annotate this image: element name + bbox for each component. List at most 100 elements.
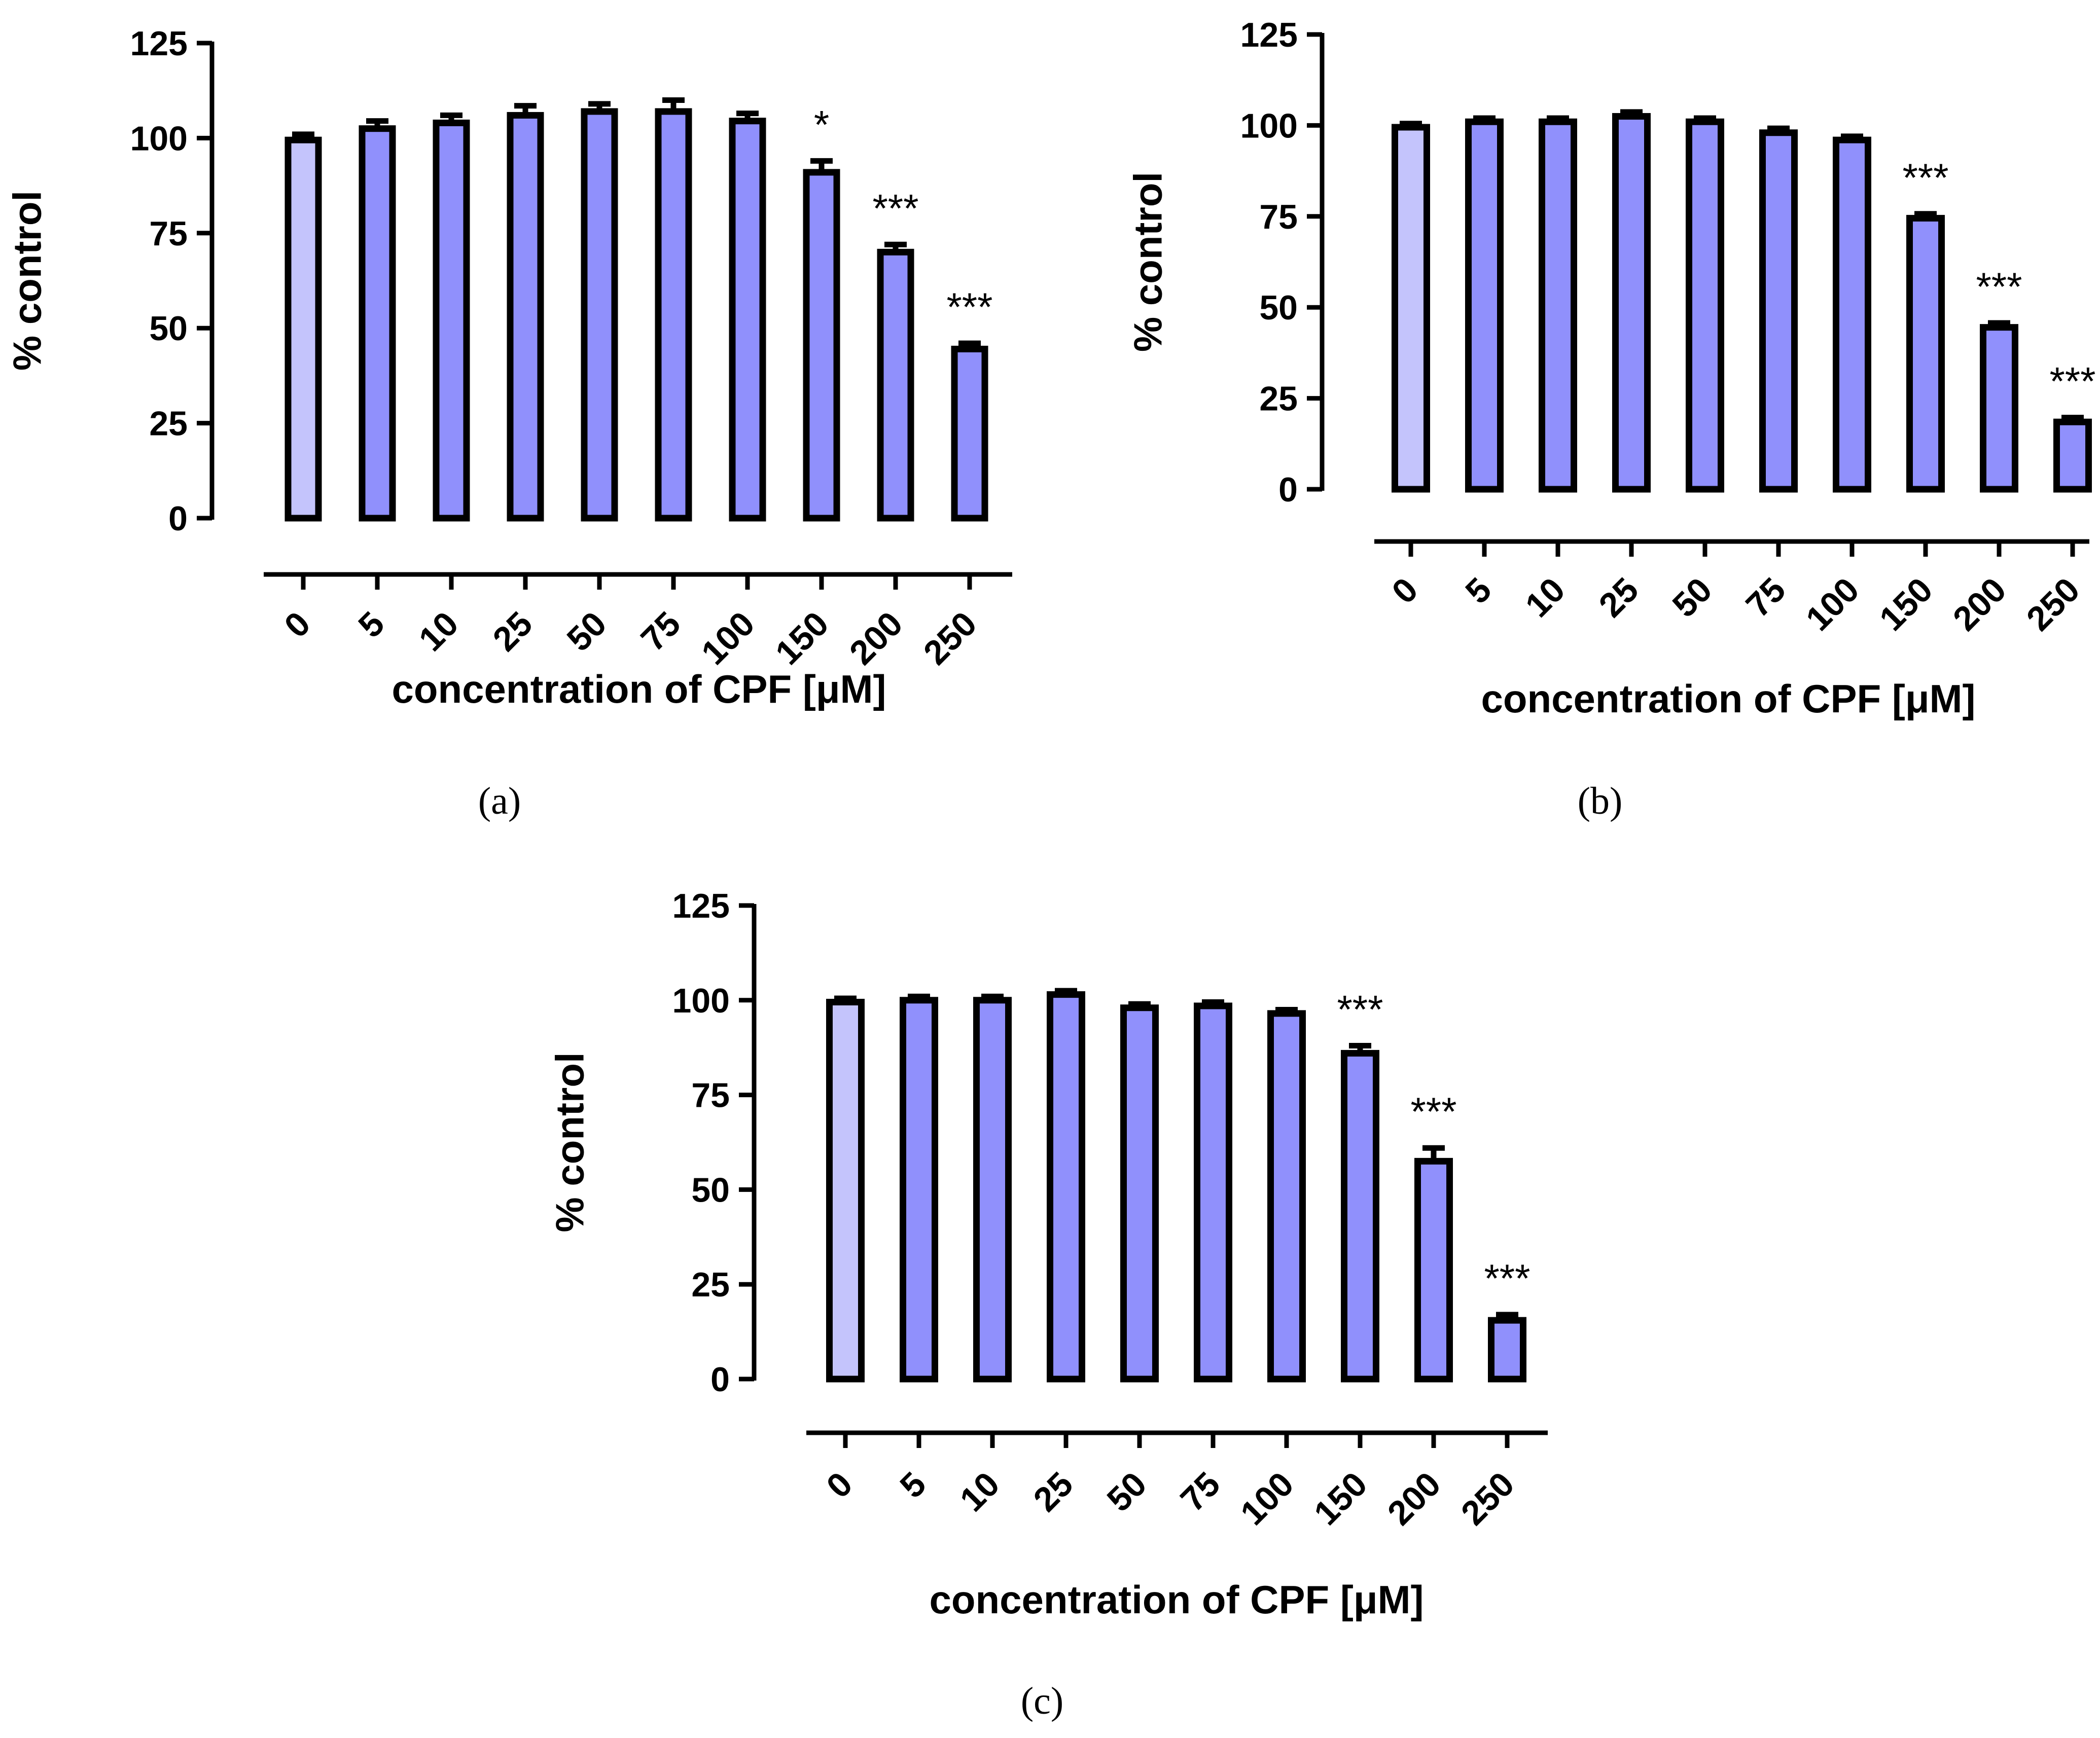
y-tick-label: 100 (672, 982, 730, 1020)
bar (1341, 1049, 1379, 1383)
significance-label: *** (1410, 1089, 1456, 1134)
bar (1465, 118, 1504, 493)
x-tick-label: 75 (1738, 570, 1793, 625)
x-tick-label: 75 (633, 604, 688, 659)
significance-label: *** (1484, 1256, 1530, 1300)
bar (2053, 418, 2092, 493)
x-tick-label: 10 (411, 604, 466, 659)
significance-label: *** (872, 186, 918, 230)
x-tick-label: 150 (1307, 1465, 1375, 1533)
y-tick-label: 100 (1240, 106, 1298, 145)
x-tick-label: 200 (1380, 1465, 1448, 1533)
x-axis-title: concentration of CPF [μM] (1481, 676, 1976, 721)
x-tick-label: 150 (768, 604, 836, 672)
bar (359, 125, 396, 522)
significance-label: * (814, 102, 829, 147)
x-tick-label: 25 (1591, 570, 1646, 625)
bar (1194, 1002, 1232, 1383)
x-tick-label: 100 (1799, 570, 1867, 638)
y-axis-title: % control (5, 191, 50, 371)
bar (1047, 991, 1085, 1383)
y-tick-label: 75 (691, 1076, 730, 1115)
x-tick-label: 25 (485, 604, 540, 659)
x-tick-label: 25 (1026, 1465, 1080, 1519)
x-tick-label: 75 (1173, 1465, 1227, 1519)
panel-caption: (b) (1578, 780, 1623, 822)
y-tick-label: 0 (710, 1360, 730, 1399)
x-tick-label: 50 (559, 604, 614, 659)
bar (1906, 214, 1945, 493)
bar (1414, 1157, 1453, 1383)
y-axis-title: % control (1126, 172, 1170, 352)
x-tick-label: 0 (819, 1465, 860, 1505)
x-tick-label: 100 (694, 604, 762, 672)
bar (1488, 1317, 1526, 1383)
bar (826, 999, 865, 1383)
x-tick-label: 5 (351, 604, 391, 645)
panel-caption: (a) (478, 780, 521, 822)
x-tick-label: 5 (1458, 570, 1499, 611)
y-tick-label: 0 (1278, 470, 1298, 509)
bar (1539, 118, 1577, 493)
x-axis-title: concentration of CPF [μM] (392, 667, 886, 711)
x-tick-label: 150 (1872, 570, 1940, 638)
significance-label: *** (2049, 359, 2095, 404)
y-tick-label: 75 (1259, 198, 1298, 236)
y-tick-label: 125 (672, 887, 730, 925)
x-tick-label: 0 (277, 604, 317, 645)
x-tick-label: 0 (1384, 570, 1425, 611)
bar (1833, 136, 1871, 493)
significance-label: *** (1337, 987, 1383, 1031)
y-tick-label: 125 (1240, 16, 1298, 54)
bar (433, 119, 470, 522)
bar (507, 112, 544, 522)
y-tick-label: 25 (691, 1265, 730, 1304)
y-tick-label: 100 (130, 119, 188, 158)
bar (655, 108, 692, 522)
x-tick-label: 250 (916, 604, 984, 672)
bar (1980, 324, 2018, 493)
y-tick-label: 25 (1259, 380, 1298, 418)
x-tick-label: 10 (1518, 570, 1572, 625)
bar (284, 136, 322, 522)
x-tick-label: 200 (1946, 570, 2014, 638)
bar (1267, 1010, 1306, 1383)
x-tick-label: 50 (1099, 1465, 1154, 1519)
bar (900, 997, 938, 1383)
x-tick-label: 10 (952, 1465, 1007, 1519)
bar (1759, 129, 1798, 493)
y-axis-title: % control (548, 1052, 592, 1232)
x-tick-label: 50 (1665, 570, 1719, 625)
y-tick-label: 50 (1259, 288, 1298, 327)
x-tick-label: 250 (2019, 570, 2087, 638)
bar (973, 997, 1012, 1383)
y-tick-label: 0 (168, 499, 188, 538)
panel-caption: (c) (1021, 1680, 1063, 1722)
x-tick-label: 250 (1454, 1465, 1522, 1533)
y-tick-label: 75 (149, 214, 188, 253)
bar (951, 345, 988, 522)
bar (1686, 118, 1724, 493)
significance-label: *** (946, 284, 992, 329)
bar (729, 118, 766, 522)
bar (581, 108, 618, 522)
bar (803, 169, 840, 522)
bar (1392, 124, 1430, 493)
x-tick-label: 100 (1233, 1465, 1301, 1533)
significance-label: *** (1902, 155, 1948, 200)
x-axis-title: concentration of CPF [μM] (930, 1577, 1424, 1622)
x-tick-label: 5 (893, 1465, 933, 1505)
y-tick-label: 50 (149, 309, 188, 348)
y-tick-label: 125 (130, 24, 188, 63)
y-tick-label: 50 (691, 1171, 730, 1209)
y-tick-label: 25 (149, 405, 188, 443)
bar (877, 248, 914, 522)
significance-label: *** (1976, 264, 2022, 309)
bar (1612, 113, 1651, 493)
x-tick-label: 200 (842, 604, 910, 672)
bar (1120, 1004, 1159, 1383)
